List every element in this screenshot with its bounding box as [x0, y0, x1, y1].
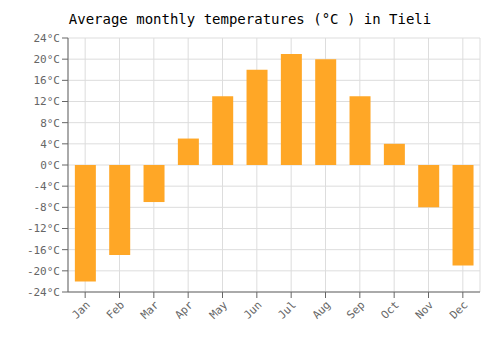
svg-text:Nov: Nov: [413, 298, 437, 322]
svg-text:May: May: [207, 298, 231, 322]
svg-text:Sep: Sep: [344, 298, 367, 321]
svg-text:Jun: Jun: [241, 298, 264, 321]
svg-text:-12°C: -12°C: [27, 222, 60, 235]
svg-text:Aug: Aug: [310, 298, 333, 321]
svg-text:Jul: Jul: [276, 298, 299, 321]
svg-text:4°C: 4°C: [40, 138, 60, 151]
svg-text:Feb: Feb: [104, 298, 127, 321]
svg-text:Apr: Apr: [173, 298, 197, 322]
svg-text:Mar: Mar: [138, 298, 162, 322]
svg-text:24°C: 24°C: [34, 32, 61, 45]
svg-text:Dec: Dec: [447, 298, 470, 321]
svg-text:Jan: Jan: [70, 298, 93, 321]
svg-text:-20°C: -20°C: [27, 265, 60, 278]
svg-text:0°C: 0°C: [40, 159, 60, 172]
svg-text:16°C: 16°C: [34, 74, 61, 87]
html-text:Average monthly temperatures (: Average monthly temperatures (°C ) in Ti…: [68, 11, 432, 27]
svg-text:-8°C: -8°C: [34, 201, 61, 214]
svg-text:-24°C: -24°C: [27, 286, 60, 299]
svg-text:12°C: 12°C: [34, 95, 61, 108]
svg-text:Oct: Oct: [379, 298, 402, 321]
svg-text:-4°C: -4°C: [34, 180, 61, 193]
svg-text:20°C: 20°C: [34, 53, 61, 66]
svg-text:-16°C: -16°C: [27, 244, 60, 257]
svg-text:8°C: 8°C: [40, 117, 60, 130]
